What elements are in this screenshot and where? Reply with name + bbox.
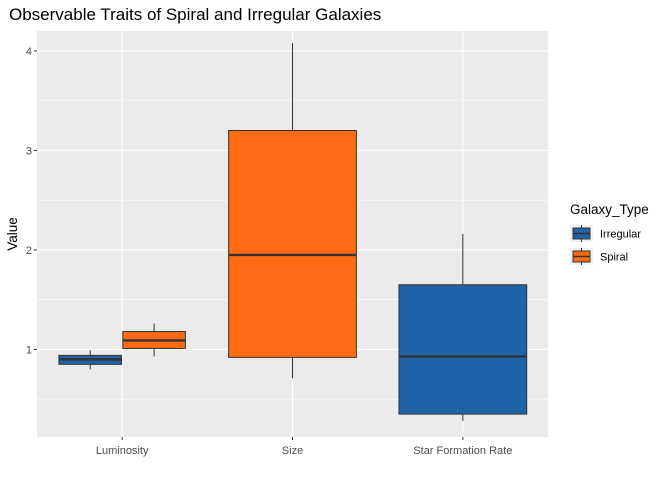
y-axis-title: Value [5,217,20,251]
x-tick-label: Star Formation Rate [413,445,512,457]
legend-label-spiral: Spiral [600,252,628,264]
y-tick-label: 1 [26,344,32,356]
y-tick-label: 3 [26,145,32,157]
legend-title: Galaxy_Type [570,202,649,217]
y-tick-label: 2 [26,245,32,257]
box-irregular [398,284,528,415]
y-tick-label: 4 [26,46,32,58]
legend-label-irregular: Irregular [600,229,641,241]
chart-title: Observable Traits of Spiral and Irregula… [9,5,381,24]
x-tick-label: Size [282,445,303,457]
x-tick-label: Luminosity [96,445,149,457]
y-axis: 1 2 3 4 [26,46,37,356]
legend: Galaxy_Type Irregular Spiral [570,202,649,265]
boxes [58,42,528,422]
x-axis: Luminosity Size Star Formation Rate [96,437,512,457]
legend-items: Irregular Spiral [570,225,641,265]
box-spiral [228,130,357,358]
